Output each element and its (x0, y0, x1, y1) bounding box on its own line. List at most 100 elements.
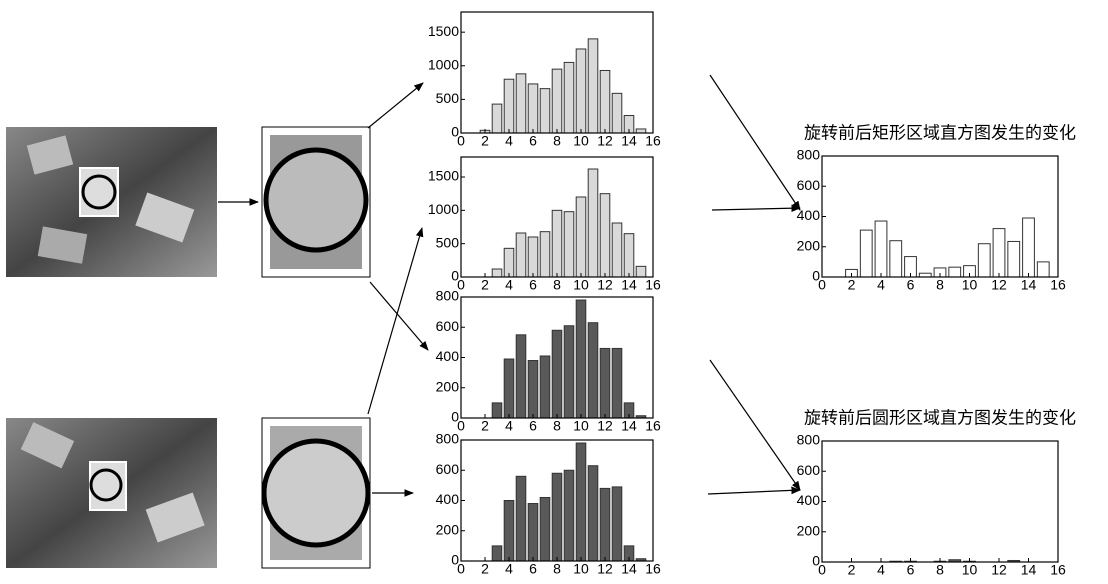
x-tick-label: 16 (645, 277, 661, 293)
bar (504, 501, 514, 562)
y-tick-label: 400 (436, 491, 460, 507)
x-tick-label: 8 (553, 133, 561, 149)
crop-top (262, 127, 370, 277)
x-tick-label: 12 (991, 562, 1007, 578)
x-tick-label: 14 (1021, 277, 1037, 293)
bar (576, 49, 586, 133)
crop-bottom (262, 418, 370, 568)
bar (600, 348, 610, 418)
bar (516, 476, 526, 561)
x-tick-label: 0 (457, 561, 465, 577)
y-tick-label: 1000 (428, 56, 459, 72)
bar (552, 210, 562, 277)
x-tick-label: 6 (529, 277, 537, 293)
bar (600, 194, 610, 277)
bar (552, 473, 562, 561)
bar (600, 70, 610, 133)
x-tick-label: 8 (936, 562, 944, 578)
x-tick-label: 14 (621, 133, 637, 149)
x-tick-label: 10 (573, 133, 589, 149)
x-tick-label: 14 (621, 418, 637, 434)
y-tick-label: 200 (436, 378, 460, 394)
y-tick-label: 600 (797, 462, 821, 478)
x-tick-label: 14 (1021, 562, 1037, 578)
bar (540, 232, 550, 277)
y-tick-label: 600 (436, 461, 460, 477)
bar (528, 361, 538, 418)
x-tick-label: 10 (573, 418, 589, 434)
x-tick-label: 16 (1050, 277, 1066, 293)
y-tick-label: 500 (436, 90, 460, 106)
x-tick-label: 2 (481, 418, 489, 434)
x-tick-label: 12 (597, 277, 613, 293)
x-tick-label: 16 (645, 133, 661, 149)
x-tick-label: 8 (553, 277, 561, 293)
bar (528, 237, 538, 277)
y-tick-label: 600 (797, 177, 821, 193)
bar (552, 69, 562, 133)
x-tick-label: 10 (962, 277, 978, 293)
bar (504, 79, 514, 133)
y-tick-label: 1500 (428, 168, 459, 184)
bar (588, 466, 598, 561)
bar (612, 487, 622, 561)
bar (540, 89, 550, 133)
x-tick-label: 4 (505, 133, 513, 149)
x-tick-label: 6 (529, 418, 537, 434)
x-tick-label: 6 (529, 561, 537, 577)
bar (492, 403, 502, 418)
bar (504, 359, 514, 418)
x-tick-label: 0 (457, 133, 465, 149)
x-tick-label: 6 (529, 133, 537, 149)
bar (516, 233, 526, 277)
bar (636, 266, 646, 277)
bar (1023, 218, 1035, 277)
x-tick-label: 6 (907, 562, 915, 578)
x-tick-label: 12 (597, 561, 613, 577)
bar (564, 470, 574, 561)
x-tick-label: 2 (481, 561, 489, 577)
x-tick-label: 12 (597, 418, 613, 434)
bar (540, 356, 550, 418)
bar (612, 348, 622, 418)
x-tick-label: 16 (645, 418, 661, 434)
bar (528, 504, 538, 561)
bar (588, 169, 598, 277)
x-tick-label: 12 (991, 277, 1007, 293)
y-tick-label: 800 (436, 431, 460, 447)
x-tick-label: 12 (597, 133, 613, 149)
bar (552, 330, 562, 418)
y-tick-label: 200 (436, 521, 460, 537)
x-tick-label: 10 (962, 562, 978, 578)
y-tick-label: 500 (436, 234, 460, 250)
bar (564, 326, 574, 418)
bar (528, 84, 538, 133)
x-tick-label: 2 (481, 277, 489, 293)
bar (612, 93, 622, 133)
bar (949, 267, 961, 277)
bar (624, 234, 634, 277)
y-tick-label: 200 (797, 237, 821, 253)
x-tick-label: 16 (645, 561, 661, 577)
x-tick-label: 4 (505, 418, 513, 434)
x-tick-label: 4 (505, 561, 513, 577)
y-tick-label: 800 (797, 432, 821, 448)
bar (993, 229, 1005, 277)
x-tick-label: 14 (621, 277, 637, 293)
photo-bottom (6, 418, 217, 568)
x-tick-label: 8 (553, 561, 561, 577)
bar (576, 300, 586, 418)
bar (516, 74, 526, 133)
bar (540, 497, 550, 561)
figure: 0500100015000246810121416050010001500024… (0, 0, 1108, 579)
bar (492, 104, 502, 133)
y-tick-label: 400 (797, 492, 821, 508)
bar (588, 39, 598, 133)
photo-top (6, 127, 217, 277)
x-tick-label: 4 (877, 277, 885, 293)
y-tick-label: 800 (797, 147, 821, 163)
x-tick-label: 10 (573, 277, 589, 293)
bar (564, 212, 574, 277)
x-tick-label: 0 (818, 562, 826, 578)
bar (576, 443, 586, 561)
